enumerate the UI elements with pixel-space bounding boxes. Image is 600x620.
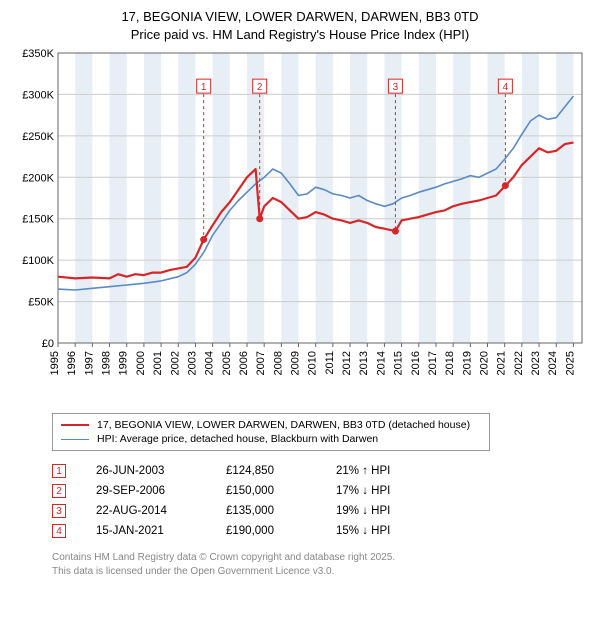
svg-text:1998: 1998: [101, 351, 113, 375]
svg-text:2000: 2000: [135, 351, 147, 375]
svg-text:2014: 2014: [375, 351, 387, 375]
svg-text:2025: 2025: [564, 351, 576, 375]
sale-marker: 3: [52, 504, 66, 518]
svg-text:2010: 2010: [307, 351, 319, 375]
footnote-line-2: This data is licensed under the Open Gov…: [52, 565, 588, 579]
legend-label: HPI: Average price, detached house, Blac…: [97, 433, 378, 445]
svg-text:2018: 2018: [444, 351, 456, 375]
svg-text:2008: 2008: [272, 351, 284, 375]
sale-row: 1 26-JUN-2003 £124,850 21% ↑ HPI: [52, 461, 588, 481]
title-line-1: 17, BEGONIA VIEW, LOWER DARWEN, DARWEN, …: [12, 8, 588, 26]
sale-date: 22-AUG-2014: [96, 505, 196, 517]
svg-text:£150K: £150K: [22, 214, 54, 226]
svg-text:1995: 1995: [49, 351, 61, 375]
sale-marker: 2: [52, 484, 66, 498]
svg-text:2001: 2001: [152, 351, 164, 375]
svg-text:2023: 2023: [530, 351, 542, 375]
svg-text:2003: 2003: [186, 351, 198, 375]
svg-text:2015: 2015: [393, 351, 405, 375]
svg-text:2004: 2004: [204, 351, 216, 375]
legend-item: 17, BEGONIA VIEW, LOWER DARWEN, DARWEN, …: [61, 418, 481, 432]
svg-text:2002: 2002: [169, 351, 181, 375]
sale-hpi: 17% ↓ HPI: [336, 485, 426, 497]
svg-text:£200K: £200K: [22, 172, 54, 184]
svg-text:1996: 1996: [66, 351, 78, 375]
sale-price: £124,850: [226, 465, 306, 477]
svg-text:£350K: £350K: [22, 48, 54, 60]
footnote-line-1: Contains HM Land Registry data © Crown c…: [52, 551, 588, 565]
svg-text:2022: 2022: [513, 351, 525, 375]
svg-text:2011: 2011: [324, 351, 336, 375]
svg-text:2024: 2024: [547, 351, 559, 375]
sale-row: 4 15-JAN-2021 £190,000 15% ↓ HPI: [52, 521, 588, 541]
sale-row: 2 29-SEP-2006 £150,000 17% ↓ HPI: [52, 481, 588, 501]
sale-events-table: 1 26-JUN-2003 £124,850 21% ↑ HPI 2 29-SEP-200…: [52, 461, 588, 541]
legend-swatch: [61, 439, 89, 440]
sale-hpi: 19% ↓ HPI: [336, 505, 426, 517]
sale-row: 3 22-AUG-2014 £135,000 19% ↓ HPI: [52, 501, 588, 521]
svg-text:£50K: £50K: [28, 297, 54, 309]
svg-text:2021: 2021: [496, 351, 508, 375]
svg-text:1: 1: [201, 82, 207, 93]
svg-text:2016: 2016: [410, 351, 422, 375]
svg-text:2005: 2005: [221, 351, 233, 375]
svg-text:£300K: £300K: [22, 90, 54, 102]
svg-text:2019: 2019: [461, 351, 473, 375]
sale-marker: 4: [52, 524, 66, 538]
svg-text:2: 2: [257, 82, 263, 93]
svg-text:2009: 2009: [290, 351, 302, 375]
svg-text:1999: 1999: [118, 351, 130, 375]
svg-text:4: 4: [503, 82, 509, 93]
chart-container: 17, BEGONIA VIEW, LOWER DARWEN, DARWEN, …: [0, 0, 600, 586]
sale-marker: 1: [52, 464, 66, 478]
svg-text:2012: 2012: [341, 351, 353, 375]
svg-text:£100K: £100K: [22, 255, 54, 267]
legend: 17, BEGONIA VIEW, LOWER DARWEN, DARWEN, …: [52, 413, 490, 451]
sale-date: 15-JAN-2021: [96, 525, 196, 537]
sale-date: 26-JUN-2003: [96, 465, 196, 477]
sale-price: £150,000: [226, 485, 306, 497]
sale-price: £135,000: [226, 505, 306, 517]
svg-text:£250K: £250K: [22, 131, 54, 143]
chart-title: 17, BEGONIA VIEW, LOWER DARWEN, DARWEN, …: [12, 8, 588, 43]
legend-label: 17, BEGONIA VIEW, LOWER DARWEN, DARWEN, …: [97, 419, 470, 431]
sale-hpi: 15% ↓ HPI: [336, 525, 426, 537]
legend-item: HPI: Average price, detached house, Blac…: [61, 432, 481, 446]
svg-text:2017: 2017: [427, 351, 439, 375]
svg-text:2020: 2020: [479, 351, 491, 375]
title-line-2: Price paid vs. HM Land Registry's House …: [12, 26, 588, 44]
svg-text:3: 3: [393, 82, 399, 93]
sale-price: £190,000: [226, 525, 306, 537]
svg-text:2013: 2013: [358, 351, 370, 375]
svg-text:2007: 2007: [255, 351, 267, 375]
legend-swatch: [61, 424, 89, 426]
chart-svg: £0 £50K £100K £150K £200K £250K £300K £350K 1995…: [12, 47, 588, 407]
sale-date: 29-SEP-2006: [96, 485, 196, 497]
svg-text:£0: £0: [42, 338, 54, 350]
footnote: Contains HM Land Registry data © Crown c…: [52, 551, 588, 578]
svg-text:1997: 1997: [83, 351, 95, 375]
chart-area: £0 £50K £100K £150K £200K £250K £300K £350K 1995…: [12, 47, 588, 407]
svg-text:2006: 2006: [238, 351, 250, 375]
sale-hpi: 21% ↑ HPI: [336, 465, 426, 477]
